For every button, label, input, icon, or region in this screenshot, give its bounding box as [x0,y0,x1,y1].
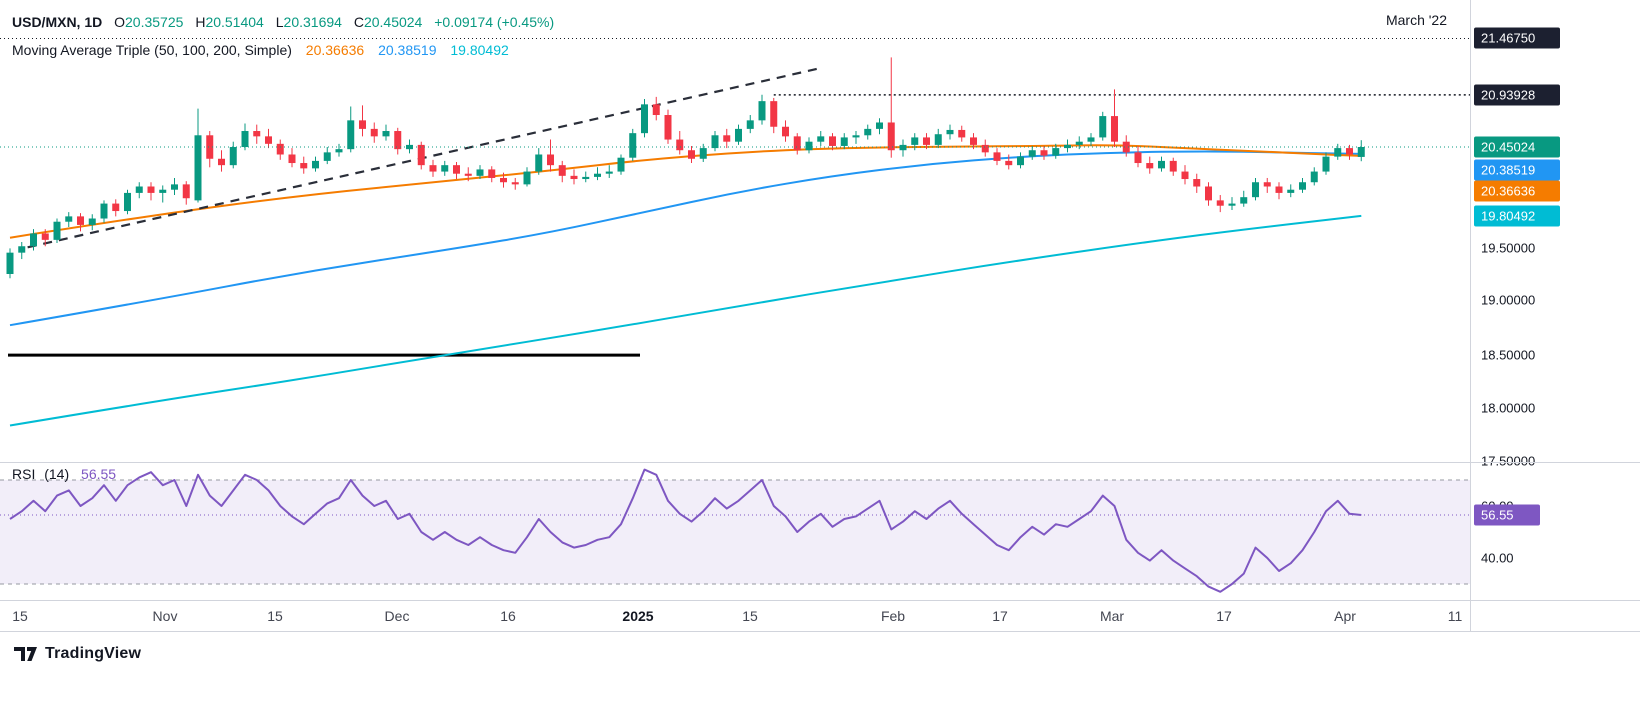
time-axis-label: Apr [1334,608,1356,624]
time-axis[interactable]: 15 Nov 15 Dec 16 2025 15 Feb 17 Mar 17 Apr 11 [0,601,1640,631]
rsi-indicator-title[interactable]: RSI [12,466,36,482]
rsi-axis-label: 40.00 [1481,550,1514,566]
rsi-axis-label: 56.55 [1474,504,1540,526]
price-axis-label: 20.93928 [1474,84,1560,106]
rsi-line [9,468,1362,593]
change-value: +0.09174 (+0.45%) [434,14,555,30]
time-axis-label: 17 [992,608,1008,624]
chart-bottom-border [0,631,1640,632]
price-axis-label: 21.46750 [1474,27,1560,49]
indicator-legend-ma[interactable]: Moving Average Triple (50, 100, 200, Sim… [12,42,509,58]
price-axis-label: 19.50000 [1481,240,1536,256]
ma200-line [9,214,1362,427]
tradingview-logo-icon[interactable] [14,646,38,662]
ohlc-high-value: 20.51404 [205,14,264,30]
ma200-value: 19.80492 [450,42,509,58]
tradingview-brand[interactable]: TradingView [45,645,142,662]
price-axis-label: 19.00000 [1481,292,1536,308]
time-axis-label: 15 [742,608,758,624]
price-chart-canvas[interactable] [0,0,1470,632]
rsi-band [0,480,1470,584]
time-axis-label: Dec [384,608,410,624]
time-axis-label: Nov [152,608,178,624]
time-axis-label: 16 [500,608,516,624]
ma50-value: 20.36636 [305,42,365,58]
symbol-legend[interactable]: USD/MXN, 1D O20.35725 H20.51404 L20.3169… [12,14,554,30]
time-axis-label: Mar [1099,608,1125,624]
pane-separator[interactable] [0,462,1640,463]
ohlc-high-label: H [195,14,206,30]
time-axis-label: 15 [12,608,28,624]
ohlc-low-value: 20.31694 [283,14,342,30]
price-axis-label: 20.38519 [1474,159,1560,181]
candlestick-series [6,57,1365,279]
ohlc-low-label: L [275,14,284,30]
axis-divider [1470,0,1471,632]
price-axis-label: 17.50000 [1481,453,1536,469]
ohlc-open-label: O [114,14,126,30]
price-axis-label: 20.45024 [1474,136,1560,158]
indicator-legend-rsi[interactable]: RSI (14) 56.55 [12,466,116,482]
rsi-indicator-param: (14) [44,466,70,482]
ma100-line [9,150,1362,327]
ma100-value: 20.38519 [378,42,437,58]
ohlc-open-value: 20.35725 [125,14,184,30]
price-axis-label: 18.50000 [1481,347,1536,363]
price-axis[interactable]: 21.46750 20.93928 20.45024 20.38519 20.36636… [1470,0,1640,632]
price-axis-label: 20.36636 [1474,180,1560,202]
rsi-value: 56.55 [81,466,117,482]
price-axis-label: 18.00000 [1481,400,1536,416]
symbol-title[interactable]: USD/MXN, 1D [12,14,103,30]
time-axis-label: Feb [880,608,906,624]
time-axis-label: 2025 [622,608,654,624]
time-axis-separator [0,600,1640,601]
ma-indicator-title[interactable]: Moving Average Triple (50, 100, 200, Sim… [12,42,292,58]
footer: TradingView [14,645,141,663]
ohlc-close-value: 20.45024 [363,14,423,30]
time-axis-label: 11 [1447,608,1463,624]
annotation-march-22: March '22 [1385,12,1447,28]
time-axis-label: 15 [267,608,283,624]
ma50-line [9,144,1362,239]
time-axis-label: 17 [1216,608,1232,624]
ohlc-close-label: C [353,14,364,30]
price-axis-label: 19.80492 [1474,205,1560,227]
